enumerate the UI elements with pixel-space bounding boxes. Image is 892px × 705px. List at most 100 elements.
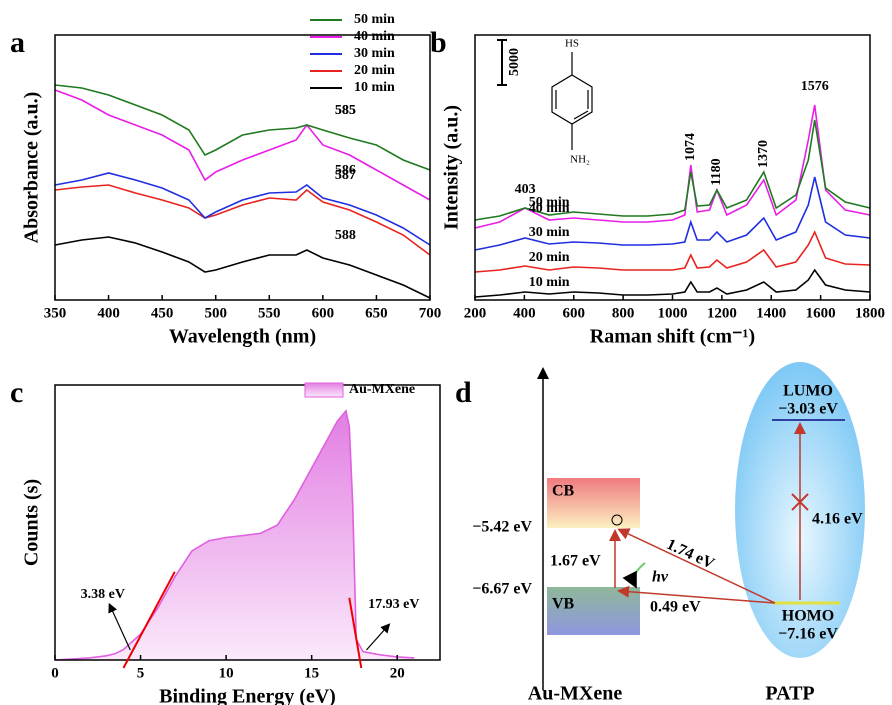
legend-label: 20 min bbox=[354, 63, 395, 78]
molecule-label: HS bbox=[565, 38, 579, 50]
x-tick-label: 450 bbox=[151, 305, 174, 321]
peak-annotation: 587 bbox=[335, 168, 356, 183]
y-axis-label: Absorbance (a.u.) bbox=[21, 92, 43, 244]
x-tick-label: 500 bbox=[204, 305, 227, 321]
line bbox=[54, 184, 431, 256]
energy-annotation: 17.93 eV bbox=[368, 597, 419, 612]
pointer bbox=[365, 623, 391, 651]
x-tick-label: 350 bbox=[44, 305, 67, 321]
peak-label: 1576 bbox=[801, 79, 829, 94]
line bbox=[474, 104, 871, 229]
transfer-2: 0.49 eV bbox=[650, 599, 701, 616]
x-axis-label: Raman shift (cm⁻¹) bbox=[590, 326, 755, 348]
lumo-energy: −3.03 eV bbox=[778, 401, 838, 418]
x-tick-label: 400 bbox=[97, 305, 120, 321]
peak-label: 403 bbox=[515, 182, 536, 197]
legend-label: 10 min bbox=[354, 80, 395, 95]
plot-frame bbox=[54, 34, 431, 301]
x-tick-label: 10 bbox=[219, 665, 234, 681]
vb-energy: −6.67 eV bbox=[472, 581, 532, 598]
lumo-label: LUMO bbox=[783, 383, 833, 400]
series-label: 10 min bbox=[529, 275, 570, 290]
energy-annotation: 3.38 eV bbox=[81, 587, 125, 602]
plot-frame bbox=[54, 384, 441, 661]
x-tick-label: 1600 bbox=[806, 305, 836, 321]
peak-label: 1074 bbox=[683, 133, 698, 161]
series-label: 50 min bbox=[529, 195, 570, 210]
transfer-1: 1.74 eV bbox=[664, 536, 717, 573]
x-tick-label: 400 bbox=[513, 305, 536, 321]
peak-label: 1370 bbox=[756, 140, 771, 168]
x-tick-label: 1200 bbox=[707, 305, 737, 321]
line bbox=[474, 230, 871, 273]
panel-2: 0 5 10 15 20 Binding Energy (eV) Counts (s) c Au… bbox=[10, 376, 441, 705]
electron bbox=[611, 514, 623, 526]
x-tick-label: 0 bbox=[51, 665, 59, 681]
line bbox=[474, 119, 871, 221]
light-label: hv bbox=[652, 569, 669, 586]
peak-annotation: 585 bbox=[335, 103, 356, 118]
line bbox=[54, 236, 431, 299]
legend-label: Au-MXene bbox=[349, 382, 415, 397]
peak-annotation: 588 bbox=[335, 228, 356, 243]
panel-label: d bbox=[455, 376, 472, 409]
gap-mxene: 1.67 eV bbox=[550, 553, 601, 570]
homo-label: HOMO bbox=[782, 608, 834, 625]
line bbox=[54, 89, 431, 201]
scale-bar-label: 5000 bbox=[507, 48, 522, 76]
x-axis-label: Wavelength (nm) bbox=[169, 326, 316, 348]
x-tick-label: 650 bbox=[365, 305, 388, 321]
x-tick-label: 600 bbox=[312, 305, 335, 321]
peak-annotation: 585 bbox=[335, 103, 356, 118]
x-tick-label: 5 bbox=[137, 665, 145, 681]
cb-label: CB bbox=[552, 483, 575, 500]
legend-label: 30 min bbox=[354, 46, 395, 61]
x-tick-label: 800 bbox=[612, 305, 635, 321]
tangent bbox=[348, 597, 363, 669]
series-label: 30 min bbox=[529, 225, 570, 240]
panel-0: 350 400 450 500 550 600 650 700 Wavelength (nm) A… bbox=[10, 12, 441, 347]
left-label: Au-MXene bbox=[528, 683, 623, 705]
molecule-label: NH₂ bbox=[570, 154, 590, 166]
area bbox=[55, 410, 415, 660]
y-axis-label: Intensity (a.u.) bbox=[441, 105, 463, 230]
line bbox=[474, 268, 871, 298]
x-tick-label: 15 bbox=[304, 665, 319, 681]
line bbox=[54, 84, 431, 171]
peak-annotation: 586 bbox=[335, 163, 356, 178]
cb-energy: −5.42 eV bbox=[472, 519, 532, 536]
series-label: 20 min bbox=[529, 250, 570, 265]
vb-label: VB bbox=[552, 596, 575, 613]
x-tick-label: 1000 bbox=[658, 305, 688, 321]
homo-energy: −7.16 eV bbox=[778, 626, 838, 643]
legend-label: 50 min bbox=[354, 12, 395, 27]
x-tick-label: 1400 bbox=[756, 305, 786, 321]
x-tick-label: 600 bbox=[563, 305, 586, 321]
transfer-arrow bbox=[617, 528, 776, 604]
legend-swatch bbox=[304, 382, 344, 398]
molecule bbox=[551, 52, 593, 150]
peak-label: 1180 bbox=[709, 158, 724, 185]
cb-band bbox=[547, 478, 640, 528]
gap-patp: 4.16 eV bbox=[812, 511, 863, 528]
x-tick-label: 200 bbox=[464, 305, 487, 321]
panel-label: a bbox=[10, 26, 25, 59]
x-tick-label: 550 bbox=[258, 305, 281, 321]
transfer-arrow bbox=[617, 585, 776, 604]
legend-label: 40 min bbox=[354, 29, 395, 44]
x-tick-label: 700 bbox=[419, 305, 442, 321]
panel-label: c bbox=[10, 376, 23, 409]
x-tick-label: 1800 bbox=[855, 305, 885, 321]
x-tick-label: 20 bbox=[390, 665, 405, 681]
right-label: PATP bbox=[765, 683, 814, 705]
x-axis-label: Binding Energy (eV) bbox=[159, 686, 336, 705]
tangent bbox=[122, 571, 176, 669]
series-label: 40 min bbox=[529, 201, 570, 216]
diagram-d: d LUMO −3.03 eV HOMO −7.16 eV CB VB −5.4… bbox=[455, 362, 865, 705]
line bbox=[54, 172, 431, 246]
line bbox=[474, 176, 871, 251]
panel-1: 200 400 600 800 1000 1200 1400 1600 1800 Raman sh… bbox=[430, 26, 885, 348]
line bbox=[54, 409, 415, 661]
blocked-mark bbox=[791, 493, 809, 511]
